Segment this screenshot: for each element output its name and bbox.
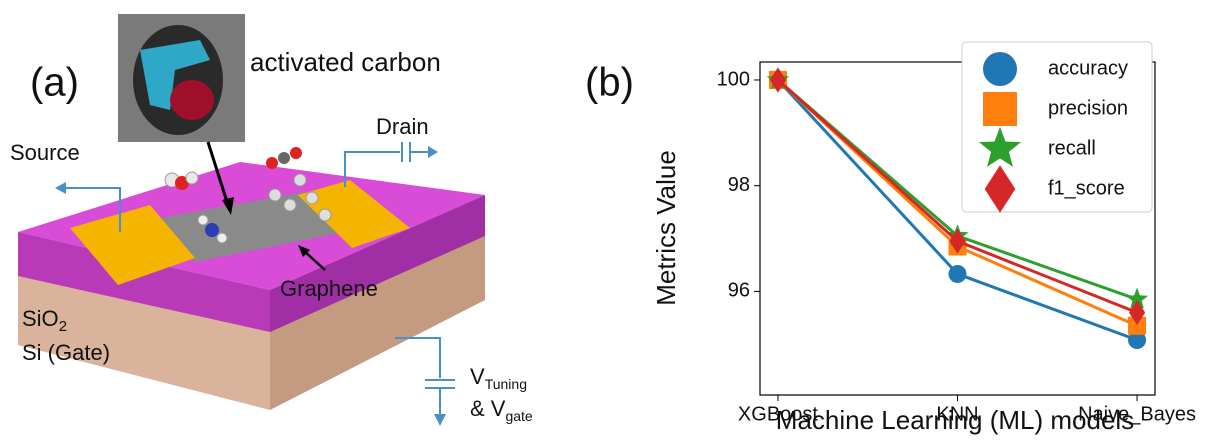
annotation: Source xyxy=(10,140,80,165)
molecule xyxy=(319,209,331,221)
molecule xyxy=(198,215,208,225)
annotation: VTuning xyxy=(470,364,527,392)
v-text: & V xyxy=(470,396,506,421)
molecule xyxy=(269,189,281,201)
legend-label: accuracy xyxy=(1048,57,1128,79)
annotation: Si (Gate) xyxy=(22,340,110,365)
y-tick-label: 100 xyxy=(717,68,750,90)
figure: (a) activated carbon Drain Source Graphe… xyxy=(0,0,1220,441)
molecule xyxy=(284,199,296,211)
marker xyxy=(949,265,967,283)
molecule xyxy=(205,223,219,237)
y-tick-label: 96 xyxy=(728,280,750,302)
v-sub: Tuning xyxy=(485,376,527,392)
annotation: Graphene xyxy=(280,276,378,301)
page: (a) activated carbon Drain Source Graphe… xyxy=(0,0,1220,441)
drain-arrow xyxy=(428,146,438,158)
legend-marker xyxy=(983,52,1017,86)
molecule xyxy=(306,192,318,204)
gate-wire xyxy=(395,338,440,378)
molecule xyxy=(266,157,278,169)
annotation: Drain xyxy=(376,114,429,139)
y-axis-label: Metrics Value xyxy=(651,150,681,306)
x-tick-label: XGBoost xyxy=(738,403,818,425)
legend-label: f1_score xyxy=(1048,177,1125,199)
source-arrow xyxy=(55,182,66,194)
legend-label: recall xyxy=(1048,137,1096,159)
panel-label: (b) xyxy=(585,61,634,105)
panel-label: (a) xyxy=(30,61,79,105)
sio2-text: SiO xyxy=(22,306,59,331)
annotation: activated carbon xyxy=(250,47,441,77)
gate-arrow xyxy=(434,414,446,426)
v-sub: gate xyxy=(505,408,532,424)
molecule xyxy=(186,172,198,184)
molecule xyxy=(294,174,306,186)
sio2-sub: 2 xyxy=(59,318,67,335)
legend-marker xyxy=(983,92,1017,126)
molecule xyxy=(278,152,290,164)
v-text: V xyxy=(470,364,485,389)
molecule xyxy=(217,233,227,243)
legend-label: precision xyxy=(1048,97,1128,119)
pore-red xyxy=(170,80,214,120)
x-tick-label: Naive_Bayes xyxy=(1078,403,1196,425)
x-tick-label: KNN xyxy=(936,403,978,425)
annotation: & Vgate xyxy=(470,396,533,424)
y-tick-label: 98 xyxy=(728,174,750,196)
molecule xyxy=(290,147,302,159)
